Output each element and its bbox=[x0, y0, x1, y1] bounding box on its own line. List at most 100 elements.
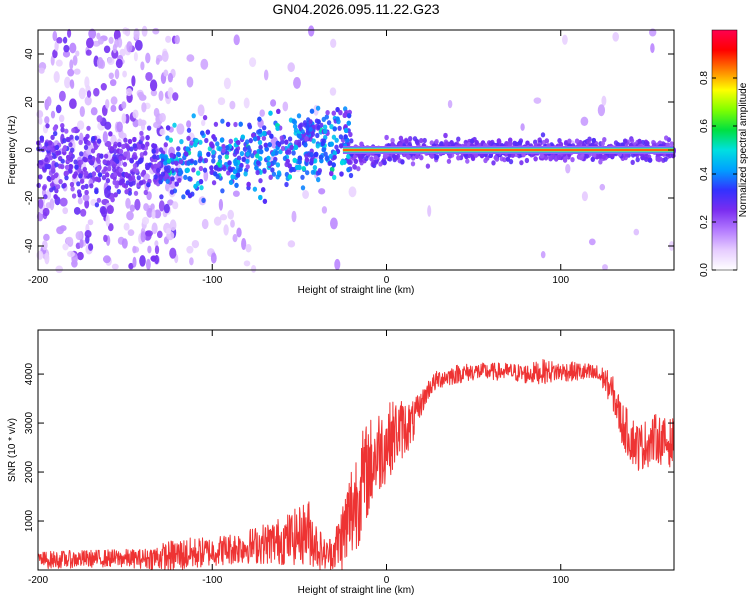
spectrogram-cell bbox=[66, 154, 71, 160]
spectrogram-cell bbox=[249, 57, 257, 68]
spectrogram-cell bbox=[280, 139, 285, 145]
spectrogram-x-label: Height of straight line (km) bbox=[298, 285, 415, 296]
spectrogram-cell bbox=[55, 265, 64, 274]
spectrogram-cell bbox=[262, 198, 268, 204]
spectrogram-cell bbox=[64, 128, 69, 134]
spectrogram-cell bbox=[302, 190, 310, 199]
spectrogram-cell bbox=[517, 140, 523, 146]
spectrogram-cell bbox=[185, 167, 190, 173]
spectrogram-cell bbox=[86, 37, 94, 49]
spectrogram-cell bbox=[505, 156, 511, 162]
spectrogram-cell bbox=[411, 155, 416, 161]
spectrogram-cell bbox=[299, 122, 304, 128]
spectrogram-cell bbox=[170, 176, 175, 182]
spectrogram-cell bbox=[270, 99, 277, 107]
spectrogram-cell bbox=[116, 121, 123, 133]
spectrogram-cell bbox=[46, 163, 51, 170]
spectrogram-cell bbox=[449, 140, 454, 146]
spectrogram-cell bbox=[97, 172, 103, 178]
spectrogram-cell bbox=[62, 243, 69, 251]
spectrogram-cell bbox=[96, 165, 102, 171]
spectrogram-cell bbox=[444, 141, 449, 147]
spectrogram-cell bbox=[584, 153, 590, 159]
spectrogram-cell bbox=[400, 159, 405, 165]
spectrogram-cell bbox=[285, 149, 290, 155]
spectrogram-cell bbox=[58, 179, 63, 185]
spectrogram-cell bbox=[46, 145, 51, 151]
spectrogram-cell bbox=[186, 54, 195, 62]
spectrogram-cell bbox=[93, 87, 100, 97]
spectrogram-cell bbox=[125, 143, 130, 149]
colorbar-tick-label: 0.6 bbox=[699, 119, 710, 133]
spectrogram-cell bbox=[169, 189, 175, 195]
spectrogram-cell bbox=[145, 258, 151, 271]
spectrogram-cell bbox=[199, 185, 204, 191]
spectrogram-cell bbox=[479, 153, 485, 159]
spectrogram-cell bbox=[50, 55, 55, 66]
spectrogram-cell bbox=[123, 137, 128, 143]
spectrogram-cell bbox=[60, 123, 65, 129]
spectrogram-cell bbox=[138, 180, 144, 186]
spectrogram-cell bbox=[233, 34, 240, 46]
spectrogram-cell bbox=[309, 108, 315, 114]
spectrogram-cell bbox=[186, 160, 191, 166]
spectrogram-cell bbox=[174, 160, 179, 166]
spectrogram-cell bbox=[228, 179, 234, 185]
spectrogram-cell bbox=[96, 197, 102, 203]
spectrogram-cell bbox=[610, 152, 615, 158]
spectrogram-cell bbox=[172, 201, 179, 210]
spectrogram-cell bbox=[236, 227, 242, 238]
spectrogram-cell bbox=[186, 127, 192, 133]
spectrogram-cell bbox=[105, 172, 110, 178]
spectrogram-cell bbox=[271, 171, 277, 177]
spectrogram-cell bbox=[319, 122, 324, 128]
spectrogram-cell bbox=[233, 161, 238, 167]
spectrogram-cell bbox=[58, 90, 66, 102]
spectrogram-cell bbox=[261, 187, 266, 193]
spectrogram-cell bbox=[567, 138, 572, 144]
spectrogram-cell bbox=[44, 157, 49, 163]
snr-y-label: SNR (10 * v/v) bbox=[7, 418, 18, 482]
spectrogram-cell bbox=[132, 163, 138, 169]
spectrogram-cell bbox=[419, 155, 424, 161]
spectrogram-cell bbox=[57, 163, 63, 169]
spectrogram-cell bbox=[213, 171, 218, 177]
spectrogram-cell bbox=[649, 28, 657, 37]
spectrogram-cell bbox=[45, 123, 50, 129]
spectrogram-cell bbox=[235, 172, 241, 178]
spectrogram-cell bbox=[234, 149, 240, 155]
spectrogram-cell bbox=[69, 98, 77, 109]
spectrogram-cell bbox=[68, 163, 73, 170]
spectrogram-cell bbox=[134, 39, 143, 51]
spectrogram-cell bbox=[303, 142, 308, 148]
spectrogram-cell bbox=[334, 144, 339, 150]
spectrogram-cell bbox=[268, 174, 273, 180]
spectrogram-cell bbox=[556, 154, 562, 160]
x-tick-label: 0 bbox=[384, 575, 390, 586]
spectrogram-cell bbox=[136, 175, 141, 181]
spectrogram-cell bbox=[128, 181, 134, 187]
spectrogram-cell bbox=[633, 228, 640, 236]
spectrogram-cell bbox=[69, 42, 77, 54]
spectrogram-cell bbox=[270, 167, 275, 173]
spectrogram-cell bbox=[139, 255, 146, 267]
spectrogram-cell bbox=[663, 156, 668, 162]
spectrogram-cell bbox=[50, 110, 56, 119]
spectrogram-cell bbox=[113, 192, 118, 198]
spectrogram-cell bbox=[169, 247, 177, 259]
spectrogram-cell bbox=[105, 214, 110, 227]
spectrogram-cell bbox=[422, 137, 427, 144]
spectrogram-cell bbox=[343, 127, 349, 133]
spectrogram-cell bbox=[502, 157, 507, 163]
spectrogram-cell bbox=[79, 178, 85, 184]
spectrogram-cell bbox=[392, 154, 397, 160]
spectrogram-cell bbox=[91, 171, 97, 177]
spectrogram-cell bbox=[378, 161, 383, 167]
spectrogram-cell bbox=[141, 25, 148, 37]
spectrogram-cell bbox=[601, 95, 607, 106]
spectrogram-cell bbox=[408, 136, 413, 142]
spectrogram-cell bbox=[427, 205, 432, 217]
spectrogram-cell bbox=[262, 130, 267, 137]
spectrogram-cell bbox=[79, 151, 84, 157]
spectrogram-cell bbox=[443, 132, 448, 139]
